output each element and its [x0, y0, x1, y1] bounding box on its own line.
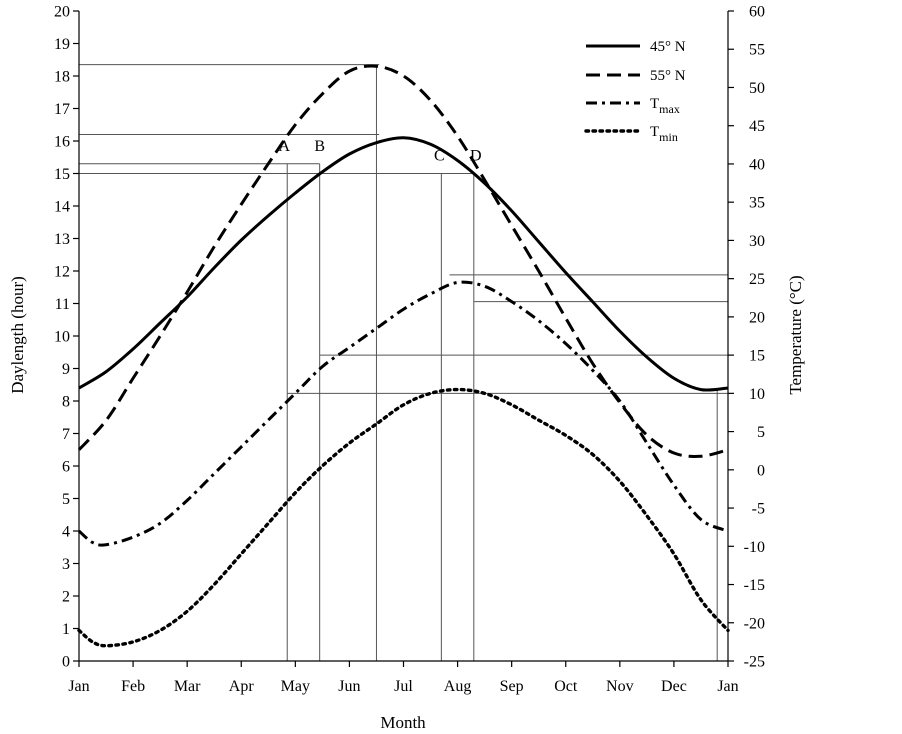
y-left-tick-label: 14 — [54, 199, 70, 216]
y-left-tick-label: 1 — [62, 621, 70, 638]
y-right-tick-label: 55 — [749, 42, 765, 59]
x-tick-label: Dec — [661, 678, 687, 695]
series-line-0 — [78, 136, 729, 392]
y-right-tick-label: 40 — [749, 156, 765, 173]
series-layer — [77, 64, 730, 648]
x-tick-label: Nov — [606, 678, 634, 695]
y-left-tick-label: 11 — [55, 296, 70, 313]
legend-label-2: Tmax — [650, 96, 680, 116]
y-left-tick-label: 8 — [62, 394, 70, 411]
x-tick-label: Mar — [174, 678, 201, 695]
y-left-tick-label: 2 — [62, 589, 70, 606]
y-left-tick-label: 9 — [62, 361, 70, 378]
annotations: A B C D — [278, 138, 481, 165]
y-left-tick-label: 10 — [54, 329, 70, 346]
y-right-tick-label: 25 — [749, 271, 765, 288]
axes — [73, 10, 734, 667]
y-axis-left-title: Daylength (hour) — [8, 276, 27, 394]
series-line-3 — [77, 387, 730, 648]
y-right-tick-label: -5 — [752, 501, 765, 518]
y-left-tick-label: 6 — [62, 459, 70, 476]
y-left-tick-label: 7 — [62, 426, 70, 443]
x-tick-label: Feb — [121, 678, 145, 695]
y-right-tick-label: 15 — [749, 348, 765, 365]
y-left-tick-label: 18 — [54, 69, 70, 86]
y-right-tick-label: 10 — [749, 386, 765, 403]
y-left-tick-label: 0 — [62, 654, 70, 671]
y-left-tick-label: 5 — [62, 491, 70, 508]
legend-label-0: 45° N — [650, 39, 686, 55]
x-tick-label: Aug — [444, 678, 472, 695]
y-right-tick-label: 60 — [749, 4, 765, 21]
series-line-2 — [77, 280, 729, 547]
y-right-tick-label: -10 — [744, 539, 765, 556]
y-right-tick-label: 45 — [749, 118, 765, 135]
reference-lines — [79, 64, 728, 661]
x-tick-label: Jul — [394, 678, 413, 695]
y-right-tick-label: 5 — [757, 424, 765, 441]
y-right-tick-label: 30 — [749, 233, 765, 250]
y-right-tick-label: -25 — [744, 654, 765, 671]
tick-labels: 01234567891011121314151617181920-25-20-1… — [54, 4, 765, 696]
x-tick-label: Jun — [338, 678, 360, 695]
y-right-tick-label: -15 — [744, 577, 765, 594]
x-tick-label: May — [281, 678, 310, 695]
y-right-tick-label: 50 — [749, 80, 765, 97]
y-left-tick-label: 12 — [54, 264, 70, 281]
y-left-tick-label: 19 — [54, 36, 70, 53]
x-tick-label: Sep — [500, 678, 524, 695]
legend-label-3: Tmin — [650, 124, 678, 144]
y-left-tick-label: 17 — [54, 101, 70, 118]
annotation-A: A — [278, 138, 290, 155]
y-right-tick-label: 35 — [749, 195, 765, 212]
legend-label-1: 55° N — [650, 68, 686, 84]
y-right-tick-label: 20 — [749, 309, 765, 326]
legend: 45° N 55° N Tmax Tmin — [584, 39, 686, 144]
y-left-tick-label: 20 — [54, 4, 70, 21]
x-tick-label: Jan — [717, 678, 738, 695]
annotation-B: B — [314, 138, 325, 155]
y-left-tick-label: 13 — [54, 231, 70, 248]
x-axis-title: Month — [380, 713, 426, 732]
y-left-tick-label: 4 — [62, 524, 70, 541]
x-tick-label: Oct — [554, 678, 578, 695]
annotation-D: D — [470, 148, 482, 165]
series-line-1 — [77, 64, 729, 458]
x-tick-label: Jan — [68, 678, 89, 695]
y-right-tick-label: 0 — [757, 462, 765, 479]
x-tick-label: Apr — [229, 678, 255, 695]
y-left-tick-label: 15 — [54, 166, 70, 183]
y-left-tick-label: 16 — [54, 134, 70, 151]
annotation-C: C — [434, 148, 445, 165]
y-right-tick-label: -20 — [744, 615, 765, 632]
y-axis-right-title: Temperature (°C) — [786, 275, 805, 394]
y-left-tick-label: 3 — [62, 556, 70, 573]
